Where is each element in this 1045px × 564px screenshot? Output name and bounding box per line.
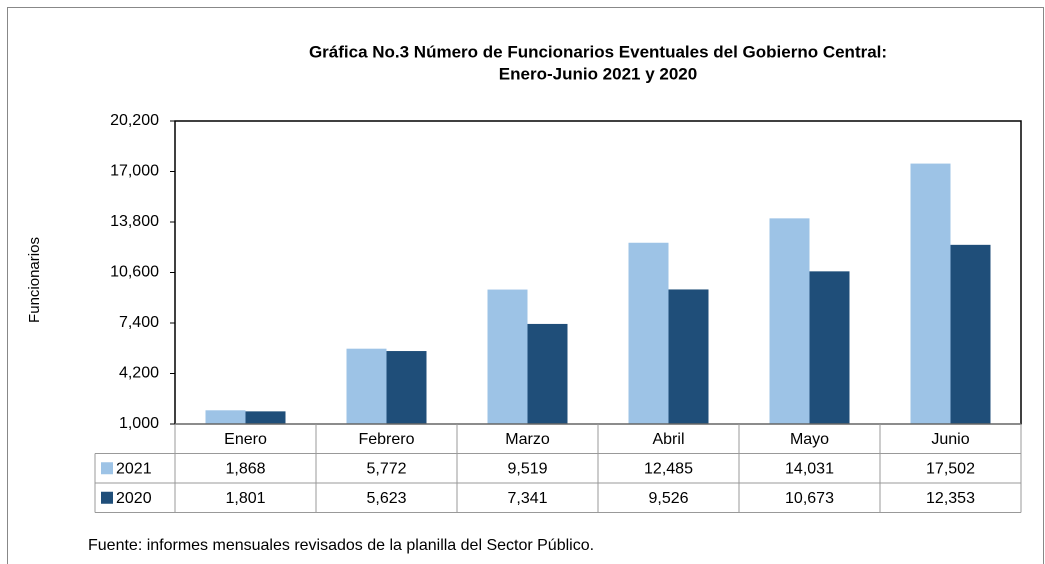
bar [769, 218, 810, 424]
value-label: 9,526 [648, 490, 688, 507]
source-note: Fuente: informes mensuales revisados de … [88, 537, 594, 554]
x-tick-label: Mayo [790, 431, 829, 448]
x-tick-label: Enero [224, 431, 267, 448]
legend-label: 2020 [116, 490, 152, 507]
value-label: 1,868 [225, 460, 265, 477]
chart-title: Enero-Junio 2021 y 2020 [499, 64, 697, 83]
y-tick-label: 7,400 [119, 314, 159, 331]
x-tick-label: Febrero [358, 431, 414, 448]
bar [245, 411, 286, 424]
bar [346, 348, 387, 424]
value-label: 12,485 [644, 460, 693, 477]
frame [7, 7, 1044, 564]
value-label: 14,031 [785, 460, 834, 477]
bar [910, 163, 951, 424]
y-axis-label: Funcionarios [26, 237, 43, 323]
value-label: 5,772 [366, 460, 406, 477]
legend-swatch [101, 491, 113, 504]
bar [628, 242, 669, 424]
legend-label: 2021 [116, 460, 152, 477]
value-label: 12,353 [926, 490, 975, 507]
bar [386, 351, 427, 424]
bar [527, 323, 568, 424]
y-tick-label: 1,000 [119, 415, 159, 432]
value-label: 17,502 [926, 460, 975, 477]
legend-swatch [101, 462, 113, 475]
bar [809, 271, 850, 424]
y-tick-label: 13,800 [110, 213, 159, 230]
bar [950, 244, 991, 424]
value-label: 9,519 [507, 460, 547, 477]
x-tick-label: Junio [931, 431, 969, 448]
y-tick-label: 20,200 [110, 112, 159, 129]
plot-border [174, 120, 1022, 425]
bar [668, 289, 709, 424]
x-tick-label: Abril [652, 431, 684, 448]
y-tick-label: 4,200 [119, 365, 159, 382]
x-tick-label: Marzo [505, 431, 550, 448]
value-label: 1,801 [225, 490, 265, 507]
value-label: 7,341 [507, 490, 547, 507]
chart-title: Gráfica No.3 Número de Funcionarios Even… [309, 42, 887, 61]
y-tick-label: 17,000 [110, 163, 159, 180]
value-label: 10,673 [785, 490, 834, 507]
bar [205, 410, 246, 424]
bar [487, 289, 528, 424]
value-label: 5,623 [366, 490, 406, 507]
y-tick-label: 10,600 [110, 264, 159, 281]
